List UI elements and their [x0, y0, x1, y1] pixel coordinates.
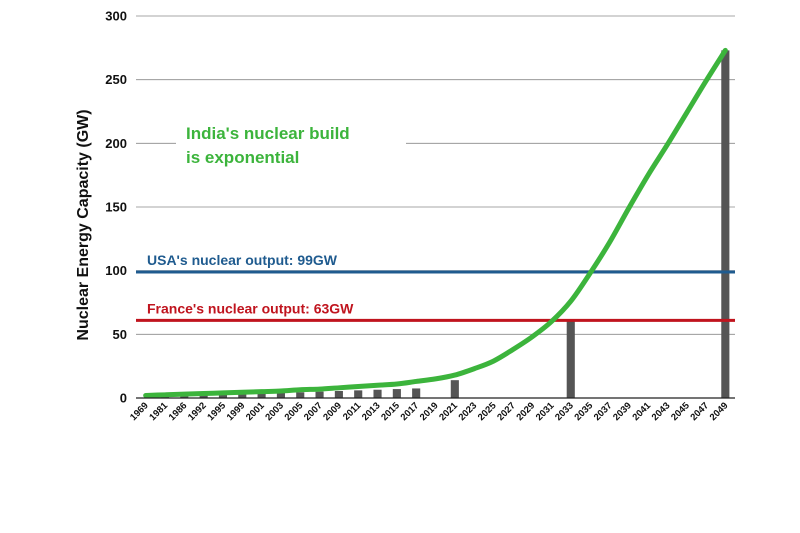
x-tick-2039: 2039 — [611, 400, 634, 423]
y-tick-250: 250 — [105, 72, 127, 87]
x-tick-2005: 2005 — [283, 400, 306, 423]
bar-2011 — [354, 390, 363, 398]
x-tick-2031: 2031 — [534, 400, 557, 423]
annotation-title-line-1: India's nuclear build — [186, 124, 350, 143]
annotation-background — [176, 112, 406, 174]
bar-1995 — [218, 394, 228, 398]
y-axis-label: Nuclear Energy Capacity (GW) — [75, 109, 92, 340]
x-tick-2029: 2029 — [515, 400, 538, 423]
bar-1981 — [160, 396, 170, 398]
y-axis-ticks: 0 50 100 150 200 250 300 — [105, 9, 127, 406]
x-tick-2043: 2043 — [650, 400, 673, 423]
x-tick-2049: 2049 — [708, 400, 731, 423]
bar-2049 — [721, 50, 730, 398]
y-tick-0: 0 — [120, 391, 127, 406]
x-tick-1969: 1969 — [128, 400, 151, 423]
bar-1999 — [238, 394, 247, 398]
bar-2013 — [373, 389, 382, 398]
x-tick-2037: 2037 — [592, 400, 615, 423]
y-tick-100: 100 — [105, 263, 127, 278]
y-tick-200: 200 — [105, 136, 127, 151]
x-tick-2027: 2027 — [495, 400, 518, 423]
x-tick-2015: 2015 — [379, 400, 402, 423]
x-tick-1981: 1981 — [147, 400, 170, 423]
x-tick-2003: 2003 — [263, 400, 286, 423]
x-tick-2045: 2045 — [669, 400, 692, 423]
growth-curve — [143, 47, 728, 398]
x-tick-1986: 1986 — [167, 400, 190, 423]
reference-lines: USA's nuclear output: 99GW France's nucle… — [136, 252, 735, 322]
x-tick-2011: 2011 — [341, 400, 364, 423]
x-tick-2019: 2019 — [418, 400, 441, 423]
x-tick-2033: 2033 — [553, 400, 576, 423]
bar-1986 — [180, 396, 189, 398]
reference-label-1: France's nuclear output: 63GW — [147, 300, 354, 316]
x-tick-1999: 1999 — [225, 400, 248, 423]
x-axis-ticks: 1969198119861992199519992001200320052007… — [128, 400, 730, 423]
bar-2017 — [412, 388, 421, 398]
bar-2021 — [450, 380, 459, 398]
x-tick-2047: 2047 — [688, 400, 711, 423]
x-tick-2009: 2009 — [321, 400, 344, 423]
x-tick-2013: 2013 — [360, 400, 383, 423]
bar-2009 — [334, 390, 343, 398]
bar-2005 — [296, 392, 305, 398]
bar-2001 — [257, 393, 266, 398]
x-tick-2017: 2017 — [399, 400, 422, 423]
y-tick-300: 300 — [105, 9, 127, 24]
x-tick-2025: 2025 — [476, 400, 499, 423]
y-tick-150: 150 — [105, 200, 127, 215]
bar-2033 — [566, 319, 575, 398]
bar-1992 — [199, 395, 208, 398]
x-tick-2041: 2041 — [630, 400, 653, 423]
india-capacity-curve — [143, 47, 728, 398]
x-tick-1995: 1995 — [205, 400, 228, 423]
bar-2003 — [276, 392, 285, 398]
reference-label-0: USA's nuclear output: 99GW — [147, 252, 338, 268]
x-tick-2001: 2001 — [244, 400, 267, 423]
x-tick-1992: 1992 — [186, 400, 209, 423]
x-tick-2035: 2035 — [572, 400, 595, 423]
x-tick-2007: 2007 — [302, 400, 325, 423]
annotation-title-line-2: is exponential — [186, 148, 299, 167]
y-tick-50: 50 — [113, 327, 127, 342]
x-tick-2021: 2021 — [437, 400, 460, 423]
bar-2015 — [392, 389, 401, 398]
x-tick-2023: 2023 — [457, 400, 480, 423]
bar-2007 — [315, 391, 324, 398]
capacity-bars — [141, 50, 730, 398]
